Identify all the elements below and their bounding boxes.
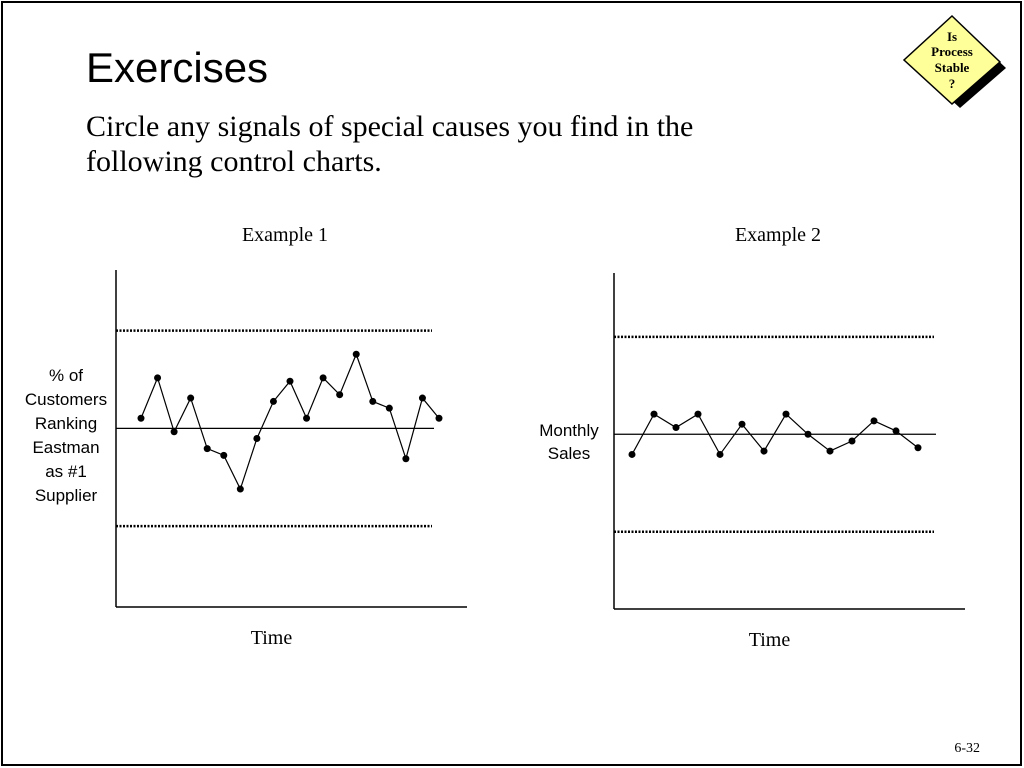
data-point xyxy=(650,410,658,418)
data-point xyxy=(804,430,812,438)
badge-text: Stable xyxy=(935,60,970,75)
badge-text: Process xyxy=(931,44,973,59)
x-axis-label: Time xyxy=(749,629,791,651)
data-point xyxy=(369,397,377,405)
data-point xyxy=(628,450,636,458)
data-point xyxy=(154,374,162,382)
y-axis-label: Sales xyxy=(548,444,591,463)
badge-diamond xyxy=(902,14,1002,106)
data-point xyxy=(253,435,261,442)
data-point xyxy=(336,391,344,399)
data-point xyxy=(303,414,311,422)
y-axis-label: Supplier xyxy=(35,486,98,505)
chart-title: Example 1 xyxy=(242,224,328,246)
badge-text: Is xyxy=(947,29,957,44)
y-axis-label: Customers xyxy=(25,390,107,409)
data-point xyxy=(870,417,878,425)
x-axis-label: Time xyxy=(251,627,293,649)
data-point xyxy=(848,437,856,445)
data-point xyxy=(319,374,327,382)
page-number: 6-32 xyxy=(954,741,980,756)
data-line xyxy=(631,413,919,456)
data-point xyxy=(220,451,228,459)
data-point xyxy=(826,447,834,455)
slide-title: Exercises xyxy=(86,44,268,91)
data-point xyxy=(418,394,426,402)
badge: Is Process Stable ? xyxy=(902,14,1006,108)
chart-title: Example 2 xyxy=(735,224,821,246)
data-point xyxy=(892,427,900,435)
data-point xyxy=(170,428,178,436)
data-point xyxy=(782,410,790,418)
data-line xyxy=(140,352,440,491)
data-point xyxy=(716,450,724,458)
data-point xyxy=(694,410,702,418)
data-point xyxy=(672,424,680,432)
y-axis-label: as #1 xyxy=(45,462,87,481)
data-point xyxy=(236,485,244,493)
data-point xyxy=(352,350,360,358)
data-point xyxy=(914,444,922,452)
data-point xyxy=(435,414,443,422)
y-axis-label: Eastman xyxy=(32,438,99,457)
data-point xyxy=(738,420,746,428)
data-point xyxy=(187,394,195,402)
data-point xyxy=(286,377,294,385)
y-axis-label: Monthly xyxy=(539,421,599,440)
data-point xyxy=(402,455,410,463)
data-point xyxy=(269,397,277,405)
badge-text: ? xyxy=(949,76,956,91)
y-axis-label: Ranking xyxy=(35,414,97,433)
subtitle-line: Circle any signals of special causes you… xyxy=(86,110,693,143)
y-axis-label: % of xyxy=(49,366,83,385)
subtitle-line: following control charts. xyxy=(86,145,382,178)
data-point xyxy=(137,414,145,422)
data-point xyxy=(385,404,393,412)
data-point xyxy=(203,445,211,453)
data-point xyxy=(760,447,768,455)
